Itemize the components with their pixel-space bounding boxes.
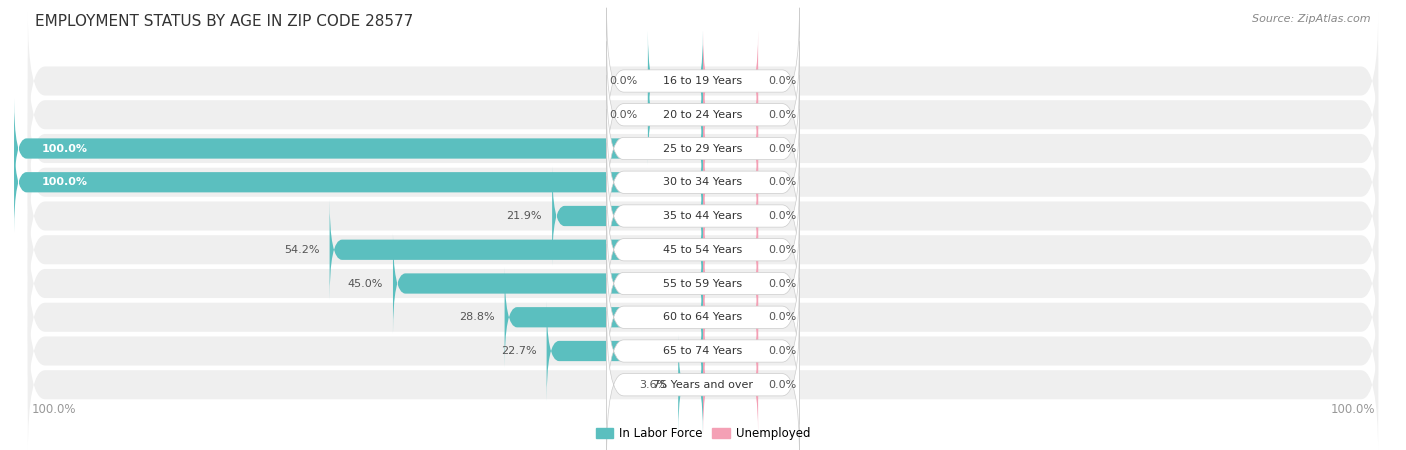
Text: 0.0%: 0.0% — [769, 245, 797, 255]
Text: 0.0%: 0.0% — [769, 380, 797, 390]
Text: 65 to 74 Years: 65 to 74 Years — [664, 346, 742, 356]
Text: Source: ZipAtlas.com: Source: ZipAtlas.com — [1253, 14, 1371, 23]
FancyBboxPatch shape — [606, 210, 800, 357]
FancyBboxPatch shape — [329, 199, 703, 301]
FancyBboxPatch shape — [703, 98, 758, 199]
Text: 0.0%: 0.0% — [769, 76, 797, 86]
FancyBboxPatch shape — [606, 41, 800, 188]
Text: 3.6%: 3.6% — [640, 380, 668, 390]
FancyBboxPatch shape — [703, 64, 758, 166]
FancyBboxPatch shape — [606, 8, 800, 154]
Text: 35 to 44 Years: 35 to 44 Years — [664, 211, 742, 221]
Text: 30 to 34 Years: 30 to 34 Years — [664, 177, 742, 187]
FancyBboxPatch shape — [606, 109, 800, 256]
FancyBboxPatch shape — [703, 301, 758, 402]
FancyBboxPatch shape — [547, 301, 703, 402]
FancyBboxPatch shape — [703, 267, 758, 368]
Text: 25 to 29 Years: 25 to 29 Years — [664, 144, 742, 153]
Text: 100.0%: 100.0% — [42, 144, 87, 153]
FancyBboxPatch shape — [28, 214, 1378, 353]
FancyBboxPatch shape — [606, 75, 800, 222]
Text: 60 to 64 Years: 60 to 64 Years — [664, 312, 742, 322]
Text: 21.9%: 21.9% — [506, 211, 541, 221]
FancyBboxPatch shape — [394, 233, 703, 334]
Text: 0.0%: 0.0% — [769, 211, 797, 221]
FancyBboxPatch shape — [553, 166, 703, 267]
FancyBboxPatch shape — [606, 278, 800, 424]
FancyBboxPatch shape — [14, 98, 703, 199]
Legend: In Labor Force, Unemployed: In Labor Force, Unemployed — [591, 422, 815, 445]
Text: 54.2%: 54.2% — [284, 245, 319, 255]
FancyBboxPatch shape — [703, 166, 758, 267]
FancyBboxPatch shape — [606, 244, 800, 391]
Text: 20 to 24 Years: 20 to 24 Years — [664, 110, 742, 120]
Text: 75 Years and over: 75 Years and over — [652, 380, 754, 390]
FancyBboxPatch shape — [648, 31, 703, 132]
Text: 100.0%: 100.0% — [42, 177, 87, 187]
FancyBboxPatch shape — [703, 334, 758, 436]
FancyBboxPatch shape — [505, 267, 703, 368]
FancyBboxPatch shape — [28, 112, 1378, 252]
Text: 16 to 19 Years: 16 to 19 Years — [664, 76, 742, 86]
FancyBboxPatch shape — [28, 45, 1378, 184]
FancyBboxPatch shape — [703, 199, 758, 301]
FancyBboxPatch shape — [703, 233, 758, 334]
FancyBboxPatch shape — [703, 31, 758, 132]
Text: 22.7%: 22.7% — [501, 346, 536, 356]
FancyBboxPatch shape — [606, 143, 800, 289]
Text: 55 to 59 Years: 55 to 59 Years — [664, 279, 742, 288]
FancyBboxPatch shape — [28, 281, 1378, 421]
Text: 45.0%: 45.0% — [347, 279, 382, 288]
Text: 45 to 54 Years: 45 to 54 Years — [664, 245, 742, 255]
FancyBboxPatch shape — [28, 79, 1378, 218]
FancyBboxPatch shape — [14, 132, 703, 233]
FancyBboxPatch shape — [28, 180, 1378, 320]
Text: 100.0%: 100.0% — [1330, 403, 1375, 416]
Text: 28.8%: 28.8% — [458, 312, 495, 322]
Text: 0.0%: 0.0% — [769, 346, 797, 356]
FancyBboxPatch shape — [606, 176, 800, 323]
Text: 0.0%: 0.0% — [769, 177, 797, 187]
Text: 0.0%: 0.0% — [609, 76, 637, 86]
Text: 0.0%: 0.0% — [769, 110, 797, 120]
FancyBboxPatch shape — [648, 64, 703, 166]
FancyBboxPatch shape — [678, 334, 703, 436]
FancyBboxPatch shape — [28, 146, 1378, 286]
FancyBboxPatch shape — [28, 315, 1378, 450]
Text: 0.0%: 0.0% — [609, 110, 637, 120]
Text: 100.0%: 100.0% — [31, 403, 76, 416]
FancyBboxPatch shape — [703, 132, 758, 233]
Text: 0.0%: 0.0% — [769, 312, 797, 322]
FancyBboxPatch shape — [28, 11, 1378, 151]
Text: 0.0%: 0.0% — [769, 144, 797, 153]
Text: 0.0%: 0.0% — [769, 279, 797, 288]
FancyBboxPatch shape — [606, 311, 800, 450]
Text: EMPLOYMENT STATUS BY AGE IN ZIP CODE 28577: EMPLOYMENT STATUS BY AGE IN ZIP CODE 285… — [35, 14, 413, 28]
FancyBboxPatch shape — [28, 248, 1378, 387]
